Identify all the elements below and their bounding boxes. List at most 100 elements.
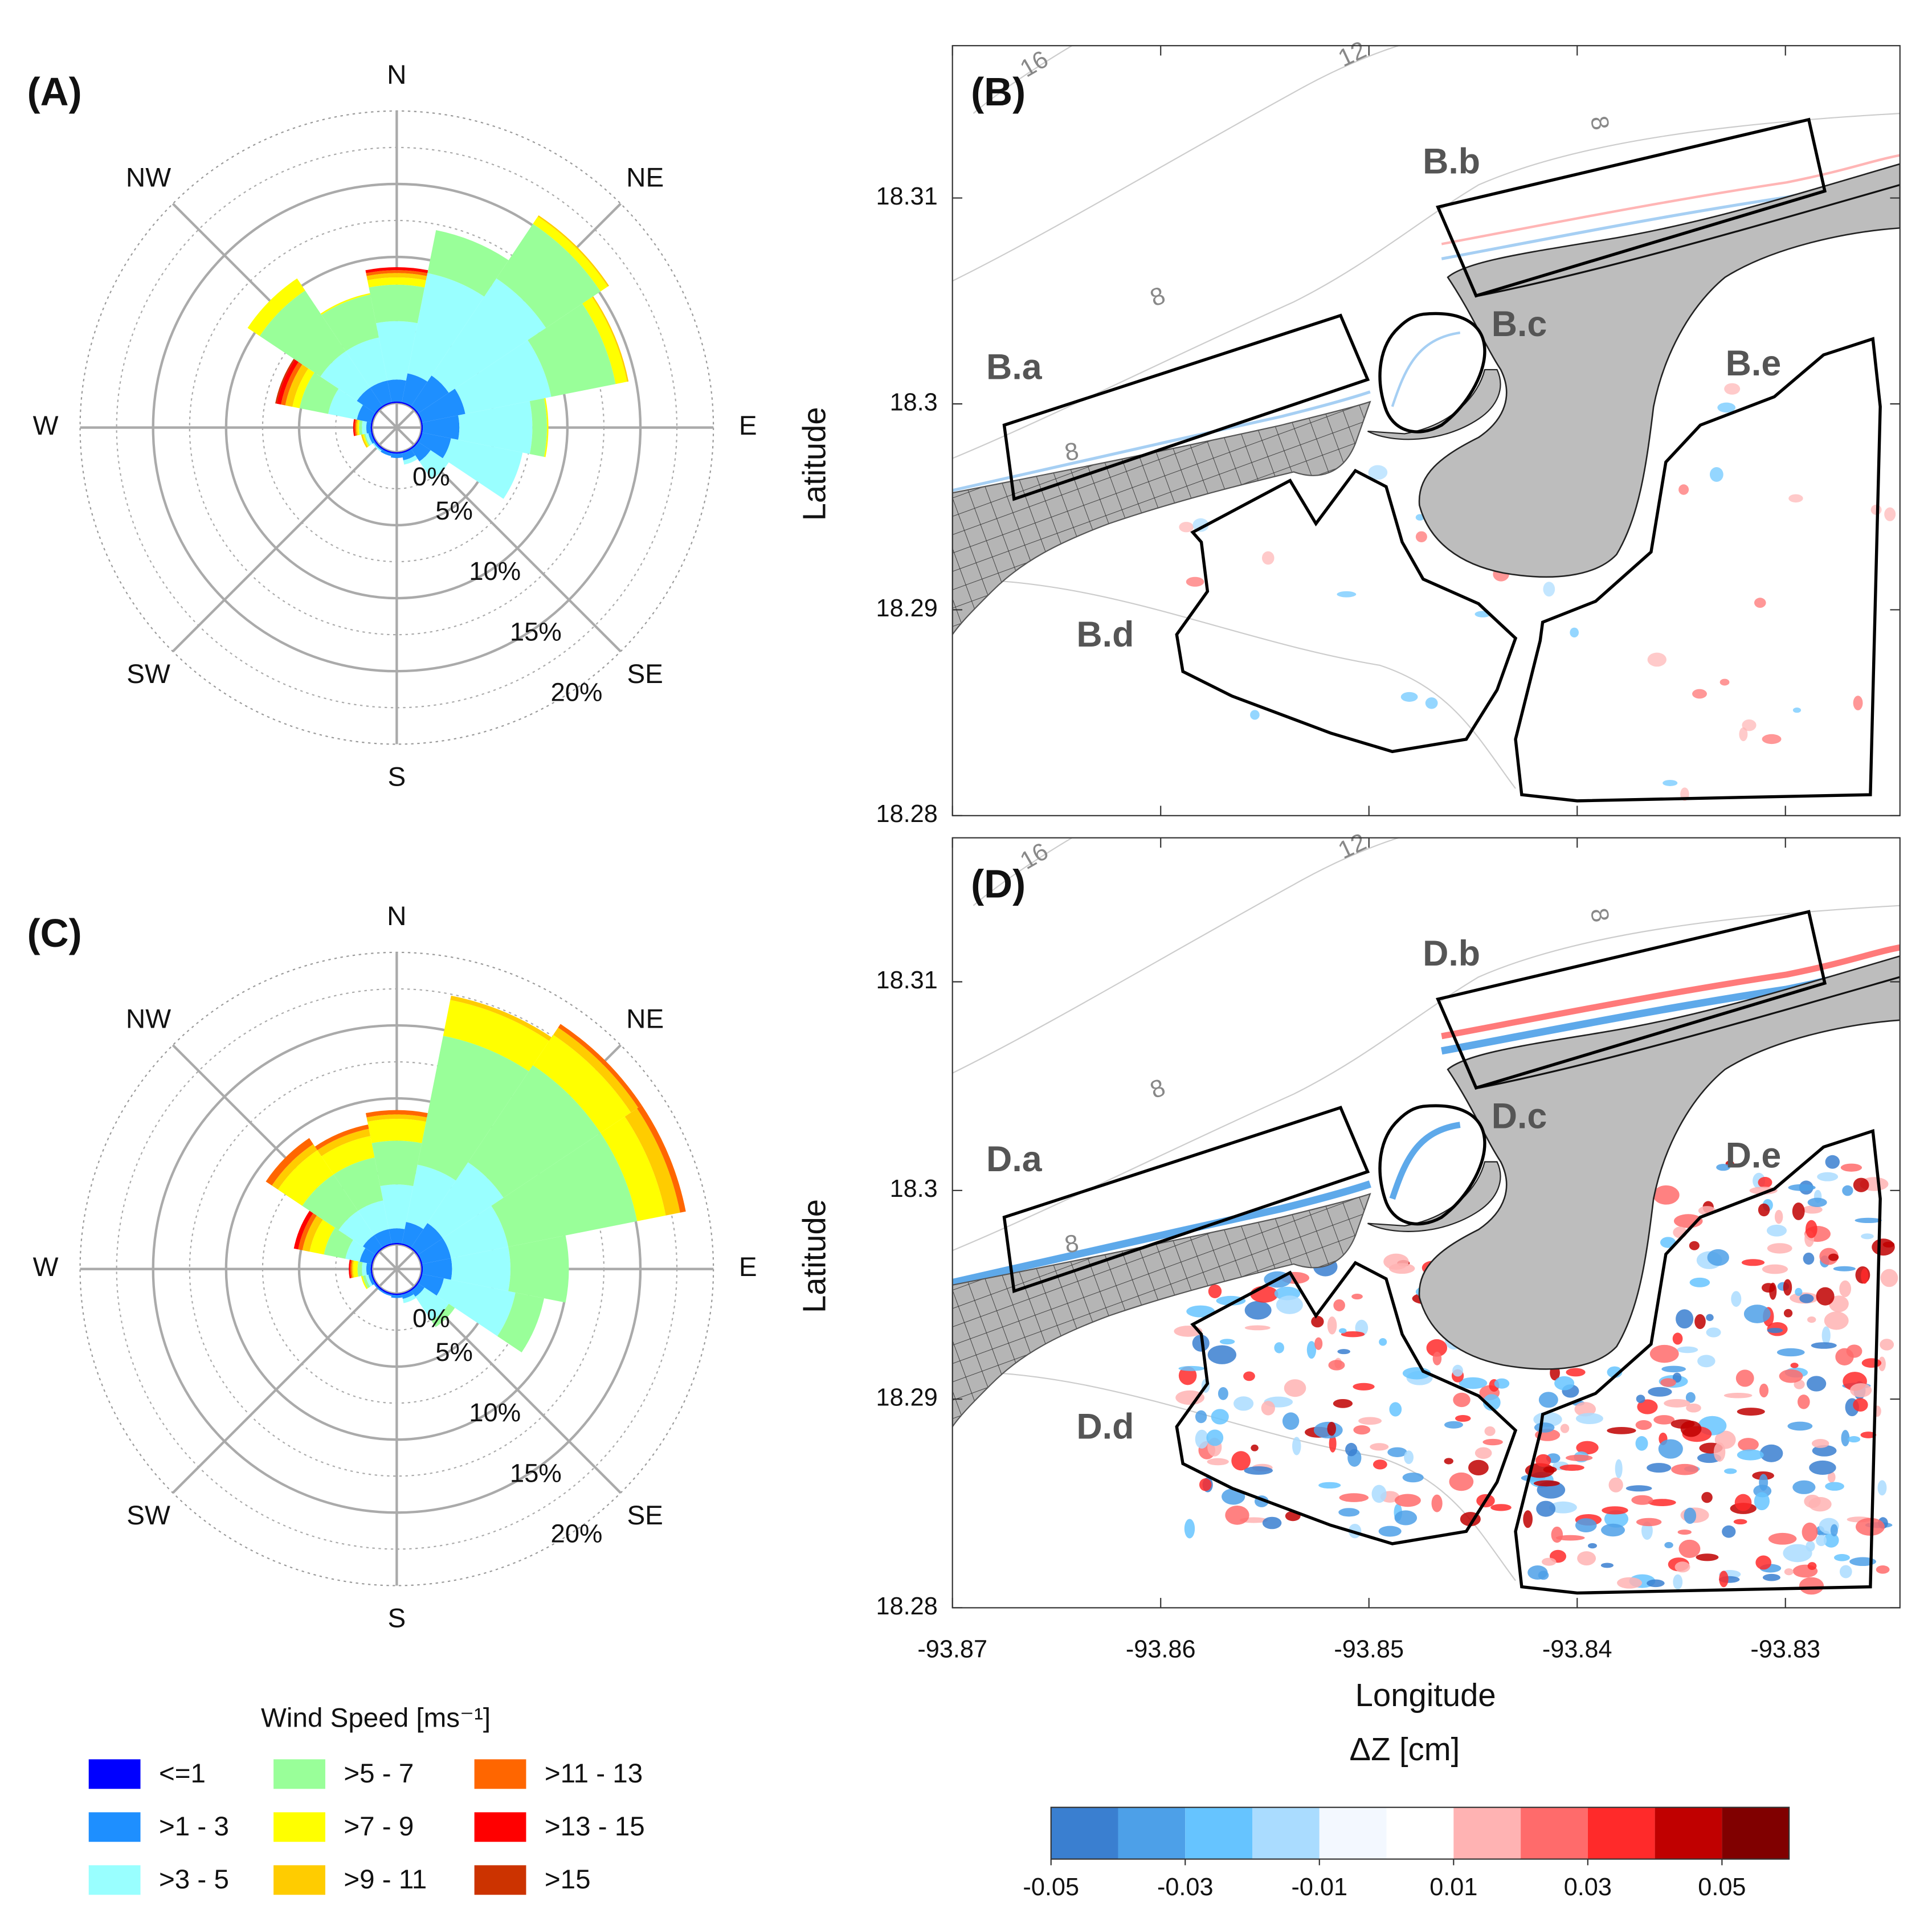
anomaly-blob: [1707, 1249, 1729, 1266]
anomaly-blob: [1758, 1177, 1772, 1188]
anomaly-blob: [1755, 1555, 1772, 1570]
rose-segment: [375, 1282, 383, 1291]
rose-segment: [366, 422, 371, 434]
rose-segment: [345, 1240, 366, 1262]
anomaly-blob: [1701, 1492, 1713, 1503]
colorbar-tick-label: -0.03: [1157, 1874, 1214, 1901]
rose-segment: [410, 406, 419, 414]
coastal-anomaly: [1389, 1122, 1461, 1200]
anomaly-blob: [1444, 1458, 1453, 1465]
anomaly-blob: [1677, 1530, 1692, 1535]
anomaly-blob: [1637, 1399, 1658, 1414]
anomaly-blob: [1244, 1466, 1273, 1475]
anomaly-blob: [1853, 1398, 1868, 1412]
ring-label: 20%: [551, 1519, 603, 1548]
anomaly-blob: [1762, 1264, 1788, 1274]
legend-swatch: [273, 1812, 325, 1842]
y-tick-label: 18.29: [876, 1384, 938, 1412]
anomaly-blob: [1825, 1155, 1840, 1169]
map-frame: [951, 45, 1901, 816]
rose-segment: [418, 1274, 444, 1296]
anomaly-blob: [1807, 1316, 1816, 1323]
anomaly-blob: [1379, 1338, 1387, 1346]
y-axis-title: Latitude: [797, 1199, 832, 1313]
legend-swatch: [88, 1759, 141, 1789]
rose-segment: [380, 1184, 414, 1229]
anomaly-blob: [1244, 1325, 1271, 1331]
anomaly-blob: [1671, 1463, 1699, 1475]
anomaly-blob: [1713, 1442, 1726, 1462]
rose-segment: [281, 362, 303, 406]
legend-label: >15: [545, 1864, 591, 1895]
anomaly-blob: [1812, 1445, 1837, 1457]
rose-segment: [365, 267, 428, 273]
anomaly-blob: [1251, 1444, 1259, 1451]
anomaly-blob: [1783, 1279, 1792, 1296]
anomaly-blob: [1806, 1376, 1827, 1392]
anomaly-blob: [1536, 1500, 1556, 1517]
anomaly-blob: [1696, 1553, 1719, 1561]
anomaly-blob: [1661, 1365, 1686, 1373]
rose-segment: [357, 420, 360, 436]
anomaly-blob: [1855, 1518, 1885, 1536]
anomaly-blob: [1805, 1220, 1817, 1238]
rose-segment: [367, 1119, 426, 1143]
rose-segment: [382, 1243, 392, 1249]
rose-segment: [417, 1036, 529, 1181]
rose-segment: [371, 1254, 377, 1265]
ring-label: 10%: [469, 557, 521, 586]
anomaly-blob: [1742, 719, 1757, 731]
anomaly-blob: [1635, 1420, 1652, 1430]
legend-label: >5 - 7: [344, 1759, 414, 1789]
anomaly-blob: [1723, 1392, 1753, 1398]
rose-segment: [369, 284, 425, 324]
anomaly-blob: [1762, 1283, 1775, 1293]
rose-segment: [365, 433, 373, 445]
rose-segment: [356, 419, 358, 436]
anomaly-blob: [1388, 1263, 1415, 1274]
rose-segment: [406, 1164, 456, 1229]
rose-segment: [624, 1108, 680, 1216]
rose-segment: [285, 364, 309, 407]
anomaly-blob: [1527, 1565, 1548, 1580]
rose-segment: [371, 1140, 422, 1187]
anomaly-blob: [1663, 780, 1678, 786]
region-outline: [1002, 313, 1370, 501]
coastal-anomaly: [1441, 944, 1900, 1040]
anomaly-blob: [1829, 1295, 1849, 1312]
rose-segment: [410, 1247, 419, 1256]
anomaly-blob: [1184, 1519, 1195, 1539]
rose-segment: [431, 278, 546, 393]
legend-label: <=1: [159, 1759, 206, 1789]
rose-segment: [381, 449, 392, 456]
anomaly-blob: [1648, 1387, 1672, 1397]
contour-label: 8: [1063, 437, 1081, 467]
anomaly-blob: [1861, 1358, 1882, 1368]
anomaly-blob: [1664, 1398, 1690, 1408]
anomaly-blob: [1338, 1328, 1347, 1334]
anomaly-blob: [1647, 1579, 1665, 1588]
rose-segment: [299, 372, 339, 414]
anomaly-blob: [1823, 1533, 1839, 1548]
rose-segment: [362, 1262, 367, 1276]
anomaly-blob: [1792, 707, 1802, 713]
ring-label: 15%: [510, 1458, 562, 1487]
anomaly-blob: [1455, 1415, 1471, 1422]
rose-segment: [601, 1117, 666, 1221]
colorbar-tick-label: -0.01: [1291, 1874, 1347, 1901]
anomaly-blob: [1179, 522, 1194, 533]
x-tick-label: -93.85: [1334, 1635, 1404, 1663]
anomaly-blob: [1672, 1372, 1682, 1383]
anomaly-blob: [1178, 1366, 1197, 1385]
region-outline: [1175, 1261, 1518, 1545]
rose-segment: [361, 1275, 368, 1290]
anomaly-blob: [1333, 1299, 1345, 1311]
rose-segment: [371, 1274, 377, 1284]
rose-segment: [362, 420, 367, 435]
rose-segment: [402, 1294, 416, 1303]
legend-swatch: [273, 1759, 325, 1789]
anomaly-blob: [1262, 1516, 1282, 1530]
rose-segment: [415, 1287, 449, 1322]
anomaly-blob: [1387, 1447, 1407, 1457]
rose-segment: [317, 1128, 370, 1156]
